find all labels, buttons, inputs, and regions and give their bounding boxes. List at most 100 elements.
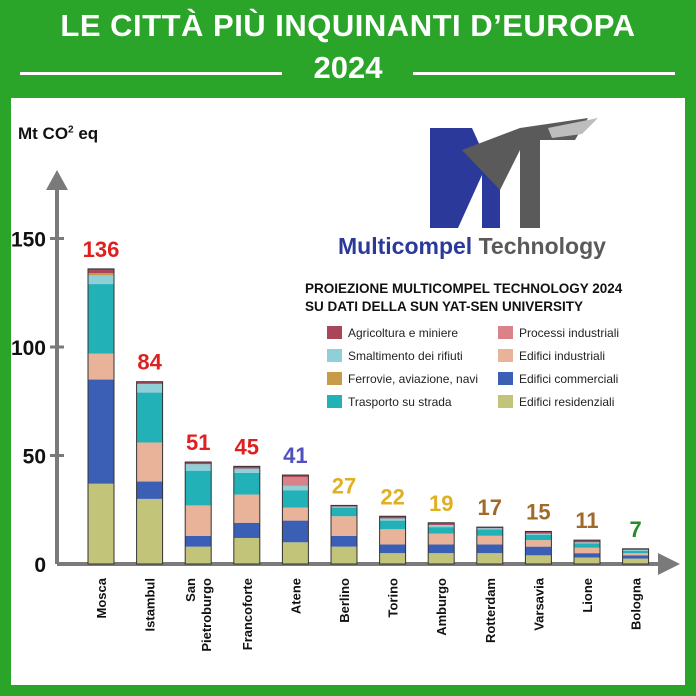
bar-segment-edifici-commerciali-3	[233, 522, 260, 538]
x-tick-label-1-0: Istambul	[143, 578, 158, 631]
bar-segment-trasporto-su-strada-2	[185, 470, 212, 506]
bar-segment-trasporto-su-strada-3	[233, 472, 260, 495]
logo-mark-t	[462, 118, 588, 228]
y-axis-label-tail: eq	[73, 124, 99, 143]
bar-total-label-3: 45	[235, 434, 259, 459]
bar-segment-edifici-industriali-2	[185, 505, 212, 536]
bar-segment-edifici-industriali-11	[622, 553, 649, 556]
legend-swatch	[498, 372, 513, 385]
bar-total-label-10: 11	[575, 508, 598, 533]
bar-segment-ferrovie-aviazione-navi-0	[88, 273, 114, 276]
bar-segment-edifici-residenziali-7	[428, 553, 455, 564]
bar-segment-edifici-commerciali-11	[622, 555, 649, 559]
bar-segment-smaltimento-dei-rifiuti-3	[233, 468, 260, 473]
legend-swatch	[327, 395, 342, 408]
legend-item: Agricoltura e miniere	[327, 326, 458, 340]
bar-outline-0	[87, 268, 115, 565]
logo-mark-t-highlight	[548, 118, 598, 138]
logo-brand-second: Technology	[478, 233, 606, 259]
bar-segment-smaltimento-dei-rifiuti-1	[136, 383, 163, 393]
bar-total-label-9: 15	[526, 499, 550, 524]
bar-segment-smaltimento-dei-rifiuti-7	[428, 524, 455, 528]
chart-panel	[11, 98, 685, 685]
bar-segment-edifici-residenziali-5	[331, 546, 357, 564]
x-tick-label-5-0: Berlino	[337, 578, 352, 623]
legend-label: Processi industriali	[519, 326, 620, 340]
x-tick-label-3-0: Francoforte	[240, 578, 255, 650]
bar-outline-6	[379, 515, 407, 565]
bar-segment-edifici-residenziali-10	[574, 557, 600, 564]
bar-segment-trasporto-su-strada-10	[574, 543, 600, 548]
bar-segment-edifici-commerciali-2	[185, 535, 212, 547]
projection-note: PROIEZIONE MULTICOMPEL TECHNOLOGY 2024 S…	[305, 280, 657, 316]
bar-segment-edifici-industriali-1	[136, 442, 163, 482]
y-tick-label-0: 0	[34, 554, 46, 577]
bar-segment-edifici-industriali-9	[525, 540, 552, 547]
legend-item: Edifici residenziali	[498, 395, 614, 409]
bar-segment-edifici-residenziali-11	[622, 558, 649, 564]
bar-total-label-5: 27	[332, 473, 356, 498]
bar-segment-edifici-industriali-3	[233, 494, 260, 523]
bar-outline-8	[476, 526, 504, 565]
bar-segment-trasporto-su-strada-4	[282, 490, 309, 508]
y-axis-label-sup: 2	[68, 124, 74, 136]
legend-swatch	[327, 349, 342, 362]
bar-segment-edifici-industriali-0	[88, 353, 114, 380]
bar-segment-processi-industriali-4	[282, 477, 309, 486]
y-axis-label: Mt CO2 eq	[18, 124, 98, 144]
legend-swatch	[498, 395, 513, 408]
bar-segment-edifici-commerciali-7	[428, 544, 455, 554]
bar-segment-edifici-residenziali-8	[476, 553, 503, 564]
bar-segment-edifici-commerciali-1	[136, 481, 163, 499]
legend-item: Edifici industriali	[498, 349, 605, 363]
x-tick-label-0-0: Mosca	[94, 577, 109, 618]
bar-segment-agricoltura-e-miniere-9	[525, 531, 552, 534]
projection-line-2: SU DATI DELLA SUN YAT-SEN UNIVERSITY	[305, 299, 584, 314]
bar-segment-edifici-industriali-8	[476, 535, 503, 545]
logo-brand: Multicompel Technology	[338, 233, 606, 260]
bar-segment-edifici-commerciali-6	[379, 544, 406, 554]
bar-segment-agricoltura-e-miniere-0	[88, 268, 114, 274]
bar-total-label-0: 136	[83, 237, 120, 262]
bar-total-label-2: 51	[186, 430, 210, 455]
bar-segment-trasporto-su-strada-0	[88, 284, 114, 354]
bar-segment-agricoltura-e-miniere-2	[185, 462, 212, 465]
bar-segment-trasporto-su-strada-9	[525, 534, 552, 541]
bar-total-label-11: 7	[629, 517, 641, 542]
x-tick-label-6-0: Torino	[386, 578, 401, 618]
legend-swatch	[498, 349, 513, 362]
bar-segment-trasporto-su-strada-11	[622, 550, 649, 554]
bar-segment-trasporto-su-strada-5	[331, 507, 357, 517]
bar-segment-edifici-residenziali-2	[185, 546, 212, 564]
x-tick-label-9-0: Varsavia	[531, 577, 546, 631]
bar-segment-smaltimento-dei-rifiuti-4	[282, 485, 309, 491]
bar-segment-edifici-commerciali-9	[525, 546, 552, 556]
x-tick-label-7-0: Amburgo	[434, 578, 449, 636]
bar-segment-edifici-commerciali-5	[331, 535, 357, 547]
bar-segment-agricoltura-e-miniere-6	[379, 516, 406, 519]
legend-label: Smaltimento dei rifiuti	[348, 349, 463, 363]
bar-segment-agricoltura-e-miniere-4	[282, 475, 309, 478]
bar-segment-agricoltura-e-miniere-8	[476, 527, 503, 529]
y-tick-label-100: 100	[11, 337, 46, 360]
bar-segment-smaltimento-dei-rifiuti-5	[331, 506, 357, 508]
logo-brand-first: Multicompel	[338, 233, 473, 259]
bar-segment-agricoltura-e-miniere-1	[136, 381, 163, 384]
y-tick-label-150: 150	[11, 229, 46, 252]
legend-label: Ferrovie, aviazione, navi	[348, 372, 479, 386]
bar-segment-edifici-commerciali-0	[88, 379, 114, 484]
year-label: 2024	[313, 50, 383, 85]
bar-outline-9	[524, 530, 552, 565]
bar-total-label-1: 84	[137, 350, 162, 375]
bar-segment-smaltimento-dei-rifiuti-10	[574, 542, 600, 544]
legend-item: Edifici commerciali	[498, 372, 618, 386]
bar-segment-edifici-industriali-10	[574, 547, 600, 554]
bar-outline-7	[427, 522, 455, 565]
legend-label: Agricoltura e miniere	[348, 326, 459, 340]
bar-segment-edifici-industriali-5	[331, 516, 357, 536]
bar-segment-smaltimento-dei-rifiuti-8	[476, 528, 503, 530]
legend-label: Edifici residenziali	[519, 395, 615, 409]
bar-segment-edifici-residenziali-1	[136, 498, 163, 564]
bar-segment-edifici-residenziali-3	[233, 537, 260, 564]
